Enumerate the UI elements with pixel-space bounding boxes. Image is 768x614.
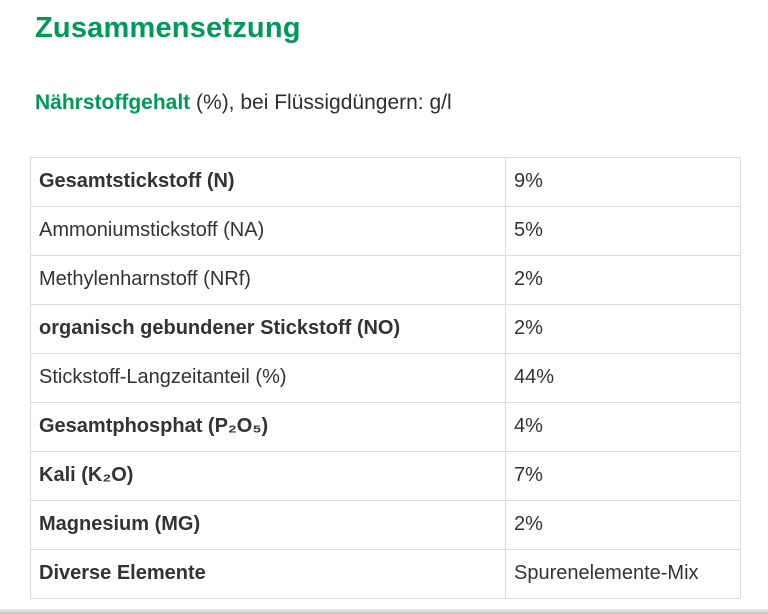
subtitle-detail: (%), bei Flüssigdüngern: g/l — [190, 91, 452, 114]
nutrient-label: Ammoniumstickstoff (NA) — [30, 206, 506, 256]
subtitle: Nährstoffgehalt (%), bei Flüssigdüngern:… — [35, 91, 740, 115]
section-divider — [0, 609, 768, 614]
nutrient-label: Methylenharnstoff (NRf) — [30, 255, 506, 305]
table-row: Ammoniumstickstoff (NA) 5% — [30, 206, 741, 256]
table-row: Methylenharnstoff (NRf) 2% — [30, 255, 741, 305]
table-row: organisch gebundener Stickstoff (NO) 2% — [30, 304, 741, 354]
composition-section: Zusammensetzung Nährstoffgehalt (%), bei… — [30, 12, 741, 599]
nutrient-label: Gesamtstickstoff (N) — [30, 157, 506, 207]
nutrient-value: 7% — [505, 451, 741, 501]
nutrient-value: 5% — [505, 206, 741, 256]
nutrient-value: 44% — [505, 353, 741, 403]
nutrient-value: 2% — [505, 255, 741, 305]
table-row: Gesamtstickstoff (N) 9% — [30, 157, 741, 207]
nutrient-value: 4% — [505, 402, 741, 452]
nutrient-value: 9% — [505, 157, 741, 207]
nutrient-label: Magnesium (MG) — [30, 500, 506, 550]
nutrient-label: Stickstoff-Langzeitanteil (%) — [30, 353, 506, 403]
table-row: Diverse Elemente Spurenelemente-Mix — [30, 549, 741, 599]
nutrient-label: Gesamtphosphat (P₂O₅) — [30, 402, 506, 452]
nutrient-label: Kali (K₂O) — [30, 451, 506, 501]
subtitle-term: Nährstoffgehalt — [35, 91, 191, 114]
nutrient-value: 2% — [505, 500, 741, 550]
nutrient-label: organisch gebundener Stickstoff (NO) — [30, 304, 506, 354]
table-row: Magnesium (MG) 2% — [30, 500, 741, 550]
nutrient-table: Gesamtstickstoff (N) 9% Ammoniumstickstoff… — [30, 157, 741, 599]
page-title: Zusammensetzung — [35, 12, 301, 44]
nutrient-table-body: Gesamtstickstoff (N) 9% Ammoniumstickstoff… — [30, 157, 741, 599]
nutrient-value: 2% — [505, 304, 741, 354]
table-row: Gesamtphosphat (P₂O₅) 4% — [30, 402, 741, 452]
table-row: Stickstoff-Langzeitanteil (%) 44% — [30, 353, 741, 403]
nutrient-value: Spurenelemente-Mix — [505, 549, 741, 599]
nutrient-label: Diverse Elemente — [30, 549, 506, 599]
table-row: Kali (K₂O) 7% — [30, 451, 741, 501]
